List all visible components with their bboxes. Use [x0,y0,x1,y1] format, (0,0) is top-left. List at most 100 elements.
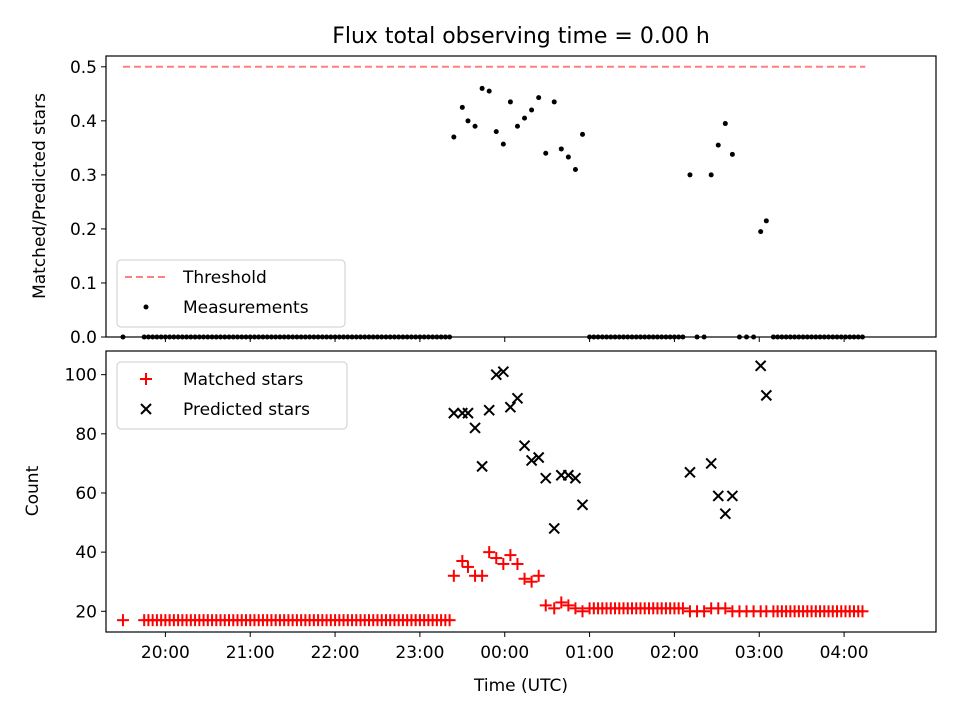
matched-star-point [532,569,545,582]
legend-predicted-label: Predicted stars [183,400,310,420]
measurement-point [486,88,492,94]
measurement-point [722,121,728,127]
top-ytick-label: 0.4 [70,112,97,132]
top-ytick-label: 0.5 [70,58,97,78]
predicted-star-point [518,439,531,452]
predicted-star-point [490,368,502,381]
measurement-point [565,154,571,160]
predicted-star-point [576,499,589,511]
predicted-star-point [760,389,773,402]
predicted-star-point [684,466,696,478]
legend-measurements-swatch [143,304,149,310]
predicted-star-point [476,460,488,473]
legend-measurements-label: Measurements [183,298,309,318]
matched-star-point [490,552,503,565]
bottom-ytick-label: 60 [75,484,97,504]
matched-star-point [698,605,711,618]
top-axes-frame [105,55,937,338]
measurement-point [479,85,485,91]
measurement-point [551,99,557,105]
top-ytick-label: 0.1 [70,274,97,294]
measurement-point [558,146,564,152]
matched-star-point [447,569,460,582]
matched-star-point [483,546,496,559]
top-ytick-label: 0.2 [70,220,97,240]
matched-star-point [511,557,524,570]
legend-predicted-swatch [140,403,152,415]
bottom-ylabel: Count [23,465,43,516]
measurement-point [580,131,586,137]
predicted-star-point [511,392,524,405]
matched-star-point [576,605,589,618]
predicted-star-point [504,401,517,413]
matched-star-point [525,575,538,588]
top-legend-box [116,259,346,328]
matched-star-point [443,614,456,627]
bottom-xtick-label: 20:00 [141,643,190,663]
top-ytick-label: 0.0 [70,328,97,348]
measurement-point [459,104,465,110]
matched-star-point [548,602,561,615]
bottom-ytick-label: 20 [75,602,97,622]
matched-star-point [539,599,552,612]
matched-star-point [555,596,568,609]
matched-star-point [456,555,469,568]
predicted-star-point [548,522,560,535]
predicted-star-point [726,490,739,502]
bottom-ytick-label: 80 [75,425,97,445]
predicted-star-point [462,407,474,419]
measurement-point [522,115,528,121]
x-axis-label: Time (UTC) [473,676,568,696]
measurement-point [687,172,693,178]
measurement-point [758,229,764,235]
predicted-star-point [448,407,460,419]
matched-star-point [569,602,582,615]
measurement-point [472,123,478,129]
measurement-point [451,134,457,140]
predicted-star-point [525,454,538,467]
matched-star-point [856,605,869,618]
measurement-point [536,95,542,101]
measurement-point [543,150,549,156]
bottom-xtick-label: 22:00 [311,643,360,663]
legend-matched-swatch [140,373,152,385]
matched-stars-points [116,546,869,627]
top-ytick-label: 0.3 [70,166,97,186]
matched-star-point [562,599,575,612]
measurement-point [763,218,769,224]
bottom-ytick-label: 40 [75,543,97,563]
matched-star-point [476,569,489,582]
bottom-axis-ticks: 20 40 60 80 100 20:00 21:00 22:00 23:00 00:00 01:0… [65,366,869,663]
measurement-point [715,142,721,148]
bottom-xtick-label: 01:00 [565,643,614,663]
predicted-star-point [719,507,732,520]
predicted-star-point [532,451,545,464]
bottom-ytick-label: 100 [65,366,97,386]
predicted-star-point [754,360,767,372]
bottom-xtick-label: 23:00 [395,643,444,663]
legend-threshold-label: Threshold [182,268,267,288]
predicted-star-point [497,365,510,378]
measurement-point [514,123,520,129]
bottom-legend: Matched stars Predicted stars [116,361,348,430]
figure-title: Flux total observing time = 0.00 h [332,24,710,49]
measurement-point [493,129,499,135]
predicted-star-point [540,472,552,484]
matched-star-point [676,602,689,615]
bottom-xtick-label: 21:00 [226,643,275,663]
matched-star-point [518,572,531,585]
top-legend: Threshold Measurements [116,259,346,328]
measurement-point [572,166,578,172]
predicted-star-point [569,472,582,484]
predicted-star-point [469,422,481,434]
legend-matched-label: Matched stars [183,370,303,390]
predicted-star-point [705,457,717,470]
bottom-panel: 20 40 60 80 100 20:00 21:00 22:00 23:00 00:00 01:0… [23,350,937,696]
predicted-star-point [483,404,495,416]
measurement-point [500,141,506,147]
measurement-point [507,99,513,105]
predicted-stars-points [448,360,773,535]
top-panel: 0.0 0.1 0.2 0.3 0.4 0.5 Matched/Predicted sta… [30,55,937,348]
